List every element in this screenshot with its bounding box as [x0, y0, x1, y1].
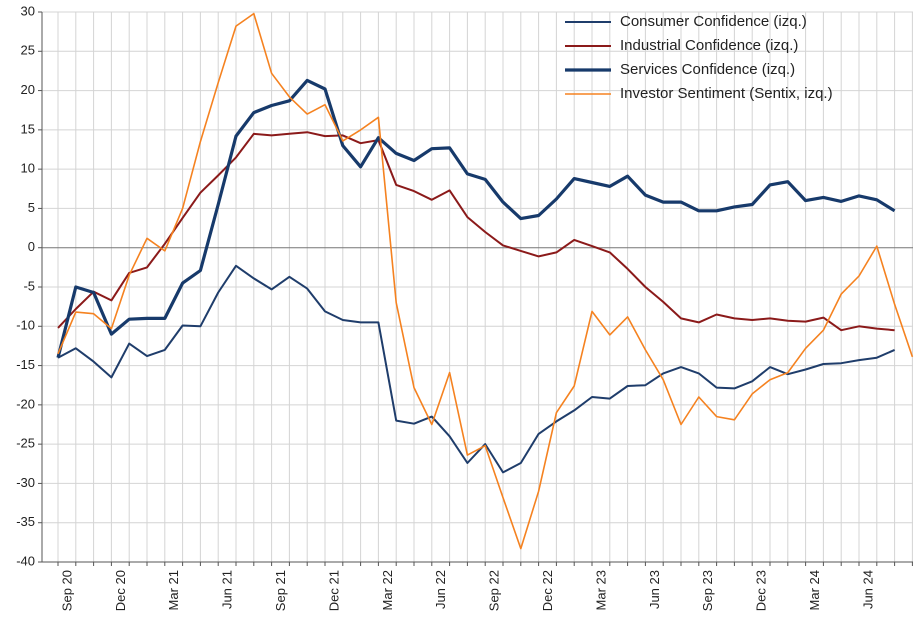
x-tick-label: Jun 23 [647, 570, 662, 609]
y-tick-label: 5 [28, 200, 35, 215]
x-tick-label: Sep 21 [273, 570, 288, 611]
x-tick-label: Mar 24 [807, 570, 822, 610]
y-tick-label: 15 [21, 121, 35, 136]
y-tick-label: -30 [16, 475, 35, 490]
x-tick-label: Sep 23 [700, 570, 715, 611]
y-tick-label: -5 [23, 278, 35, 293]
series-line [56, 78, 896, 359]
y-tick-label: 10 [21, 161, 35, 176]
series-line [57, 131, 895, 332]
legend: Consumer Confidence (izq.) Industrial Con… [565, 13, 833, 102]
x-tick-label: Mar 21 [166, 570, 181, 610]
x-tick-label: Sep 22 [487, 570, 502, 611]
y-tick-label: 20 [21, 82, 35, 97]
x-tick-label: Dec 23 [754, 570, 769, 611]
series-line [57, 264, 896, 474]
y-tick-label: -40 [16, 553, 35, 568]
x-tick-label: Dec 22 [540, 570, 555, 611]
y-tick-label: -15 [16, 357, 35, 372]
y-tick-label: -20 [16, 396, 35, 411]
legend-label: Investor Sentiment (Sentix, izq.) [620, 85, 833, 102]
x-tick-label: Dec 21 [326, 570, 341, 611]
series-line [57, 12, 914, 550]
x-tick-label: Dec 20 [113, 570, 128, 611]
y-tick-label: 30 [21, 3, 35, 18]
legend-label: Consumer Confidence (izq.) [620, 13, 807, 30]
x-tick-label: Mar 23 [593, 570, 608, 610]
x-tick-label: Jun 24 [860, 570, 875, 609]
y-tick-label: 25 [21, 43, 35, 58]
y-tick-label: -10 [16, 318, 35, 333]
x-tick-label: Jun 21 [220, 570, 235, 609]
x-tick-label: Sep 20 [59, 570, 74, 611]
y-tick-label: -25 [16, 436, 35, 451]
legend-label: Industrial Confidence (izq.) [620, 37, 798, 54]
legend-label: Services Confidence (izq.) [620, 61, 795, 78]
x-tick-label: Jun 22 [433, 570, 448, 609]
y-tick-label: 0 [28, 239, 35, 254]
y-tick-label: -35 [16, 514, 35, 529]
x-tick-label: Mar 22 [380, 570, 395, 610]
